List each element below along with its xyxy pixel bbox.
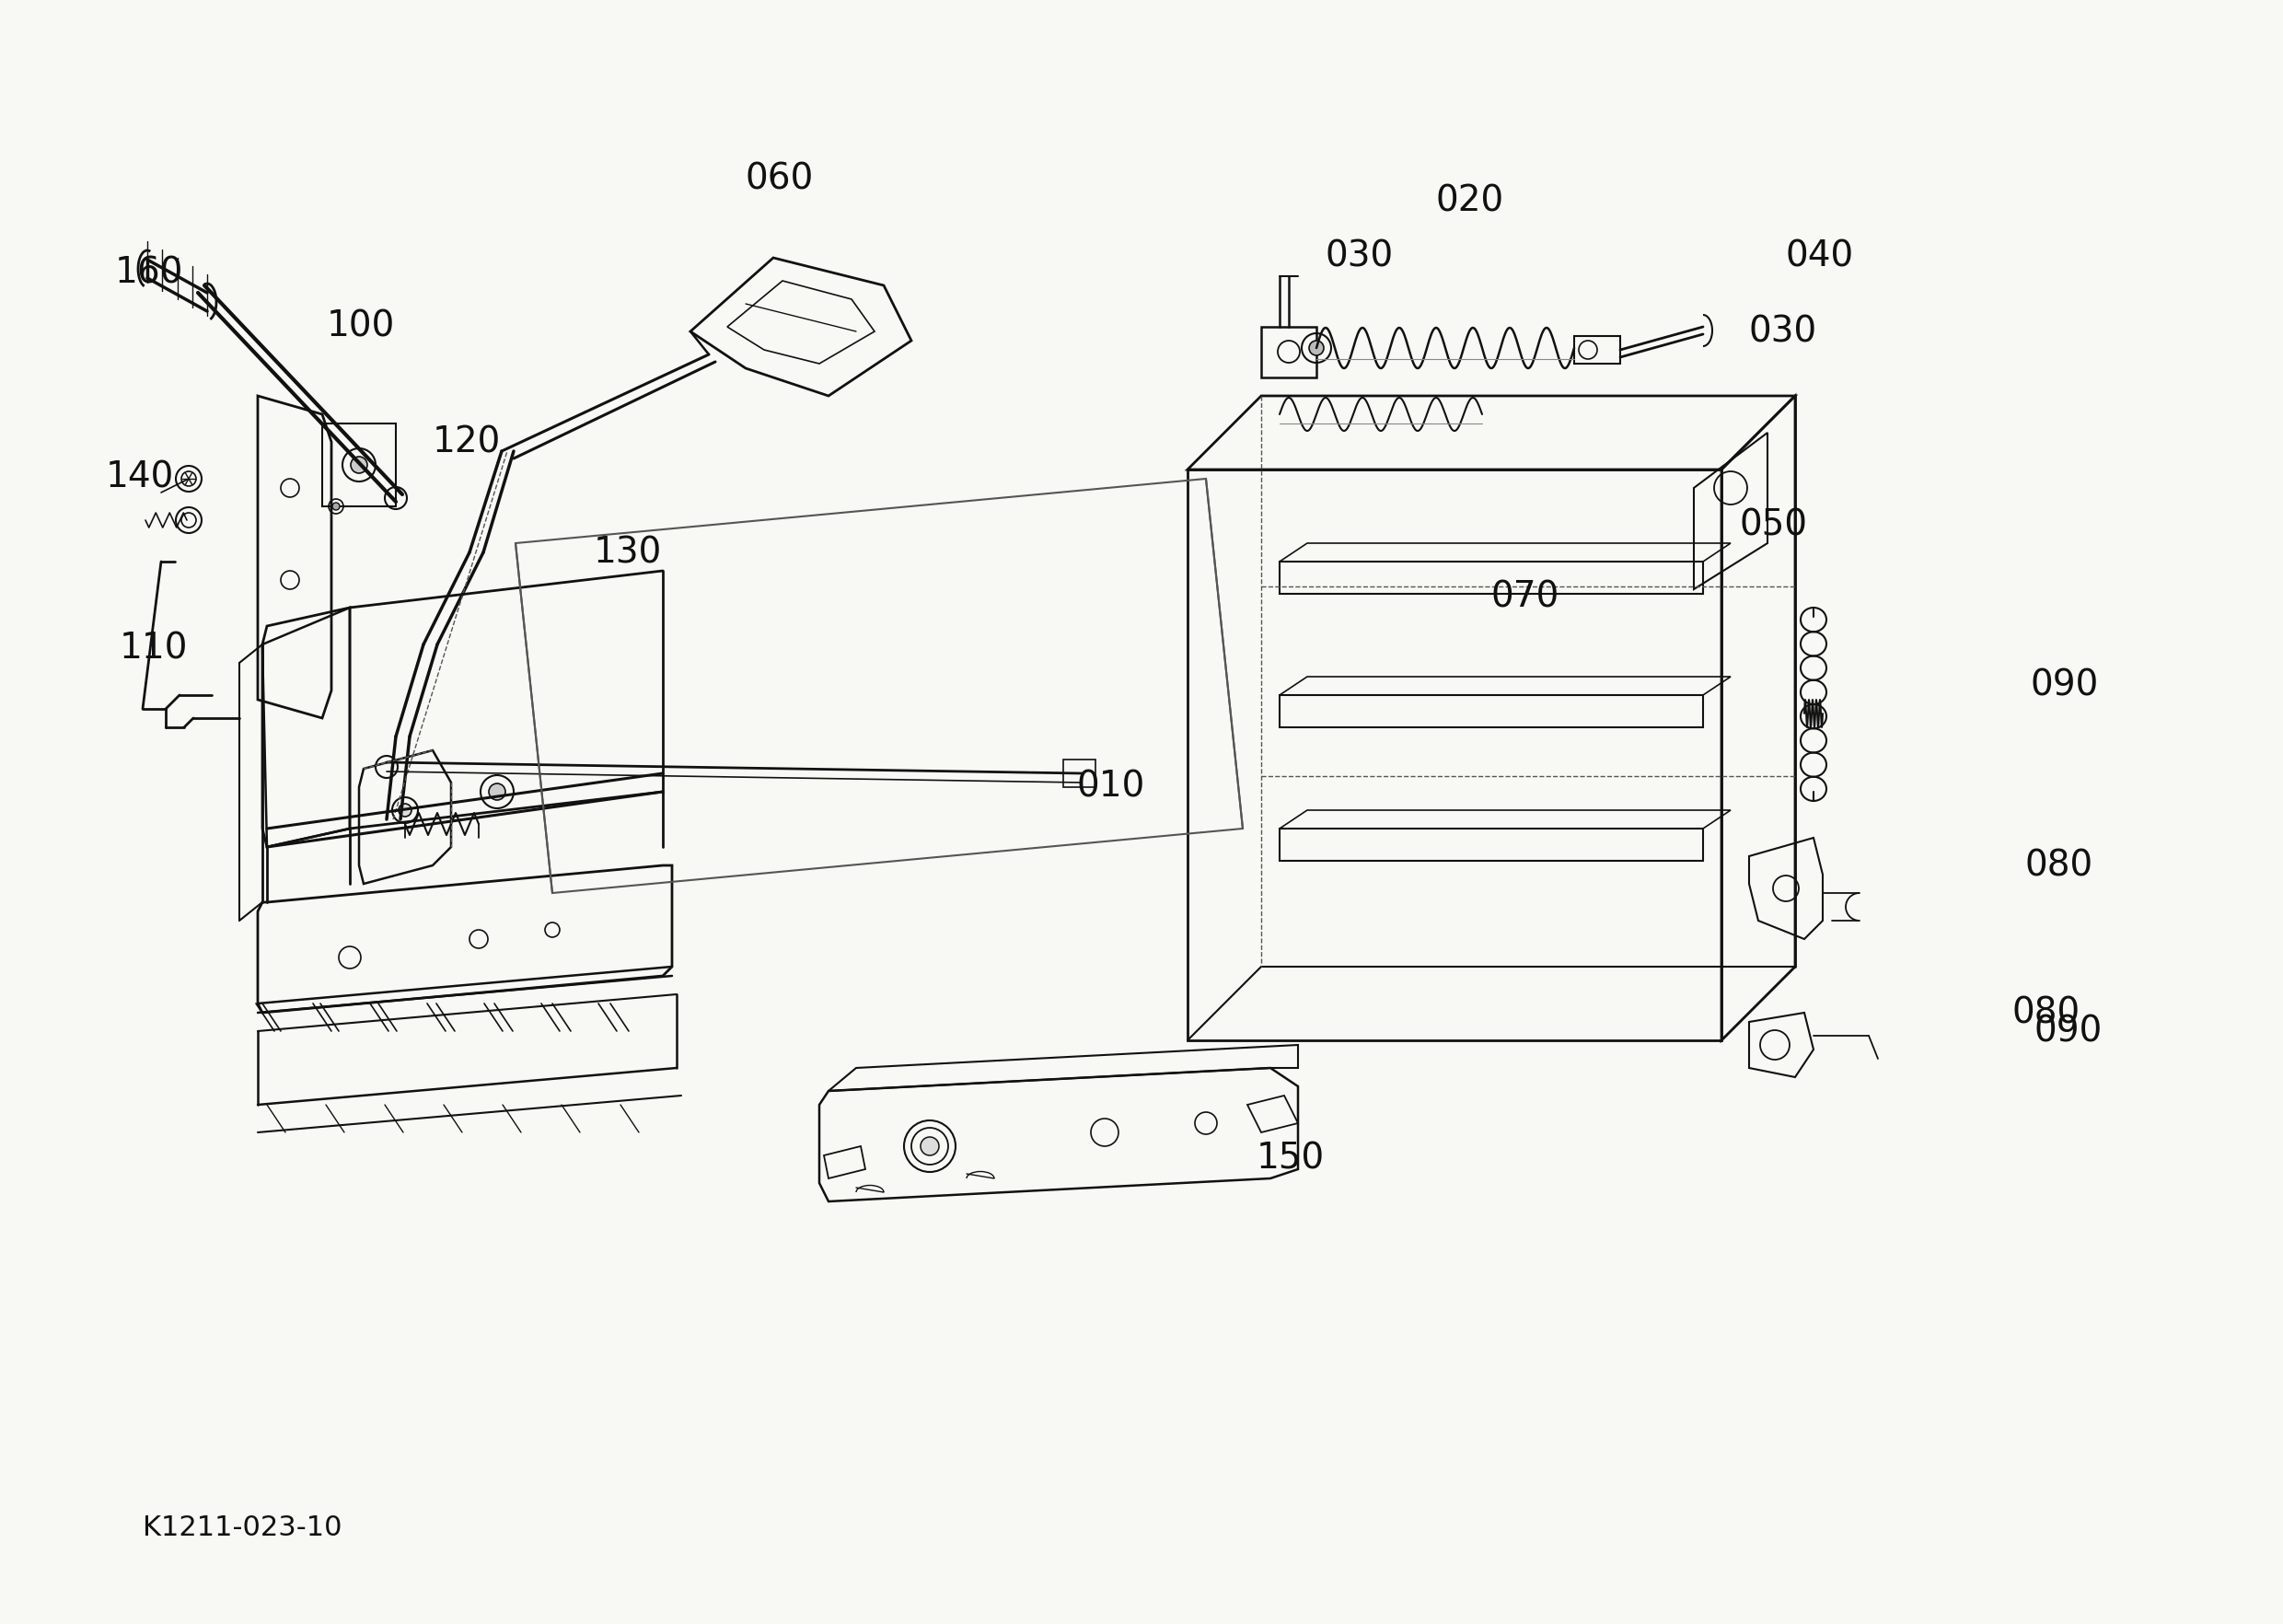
Text: 160: 160 — [114, 255, 183, 291]
Text: 080: 080 — [2011, 996, 2080, 1030]
Text: 130: 130 — [594, 534, 662, 570]
Text: 120: 120 — [434, 424, 502, 460]
Bar — [1260, 326, 1317, 377]
Bar — [1575, 336, 1621, 364]
Text: 080: 080 — [2025, 848, 2094, 883]
Circle shape — [400, 804, 411, 817]
Text: 030: 030 — [1326, 239, 1395, 273]
Bar — [1064, 760, 1096, 788]
Circle shape — [920, 1137, 938, 1155]
Text: 150: 150 — [1256, 1140, 1324, 1176]
Text: 030: 030 — [1749, 313, 1817, 349]
Circle shape — [352, 456, 368, 473]
Circle shape — [489, 783, 505, 801]
Circle shape — [333, 503, 340, 510]
Text: K1211-023-10: K1211-023-10 — [142, 1515, 342, 1541]
Text: 140: 140 — [105, 460, 174, 494]
Text: 010: 010 — [1078, 770, 1146, 804]
Circle shape — [1308, 341, 1324, 356]
Text: 070: 070 — [1491, 580, 1559, 614]
Text: 040: 040 — [1785, 239, 1854, 273]
Text: 100: 100 — [326, 309, 395, 344]
Text: 110: 110 — [119, 632, 187, 666]
Text: 050: 050 — [1740, 507, 1808, 542]
Text: 020: 020 — [1436, 184, 1504, 218]
Text: 090: 090 — [2034, 1013, 2103, 1049]
Text: 060: 060 — [747, 162, 815, 197]
Text: 090: 090 — [2030, 669, 2098, 703]
